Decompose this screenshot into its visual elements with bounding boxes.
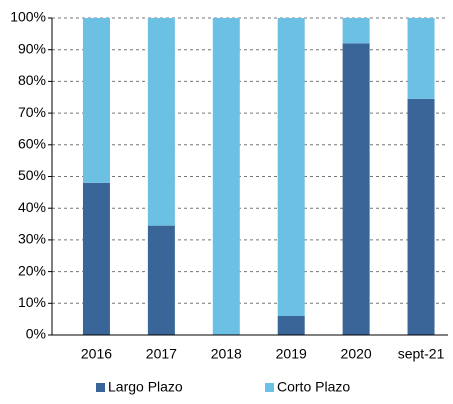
legend-swatch [265,383,274,392]
legend-swatch [96,383,105,392]
y-tick-label: 20% [18,262,46,278]
y-tick-label: 50% [18,167,46,183]
bar-segment [277,315,305,335]
x-tick-label: 2019 [276,346,307,362]
bar-segment [342,18,370,44]
y-tick-label: 90% [18,40,46,56]
y-tick-label: 70% [18,104,46,120]
x-tick-label: sept-21 [398,346,445,362]
bar-segment [407,18,435,99]
bar-segment [82,18,110,183]
bar-segment [342,43,370,336]
bar-segment [407,98,435,336]
y-tick-label: 100% [10,9,46,25]
x-tick-label: 2017 [146,346,177,362]
bar-segment [147,225,175,335]
legend-label: Largo Plazo [108,379,183,395]
y-tick-label: 80% [18,72,46,88]
bar-segment [147,18,175,226]
legend-label: Corto Plazo [277,379,350,395]
x-tick-label: 2020 [341,346,372,362]
x-tick-label: 2016 [81,346,112,362]
x-tick-label: 2018 [211,346,242,362]
y-tick-label: 30% [18,231,46,247]
y-tick-label: 0% [26,326,46,342]
y-tick-label: 10% [18,294,46,310]
y-tick-label: 40% [18,199,46,215]
bar-segment [212,18,240,335]
bar-segment [277,18,305,316]
bar-segment [82,182,110,335]
y-tick-label: 60% [18,136,46,152]
